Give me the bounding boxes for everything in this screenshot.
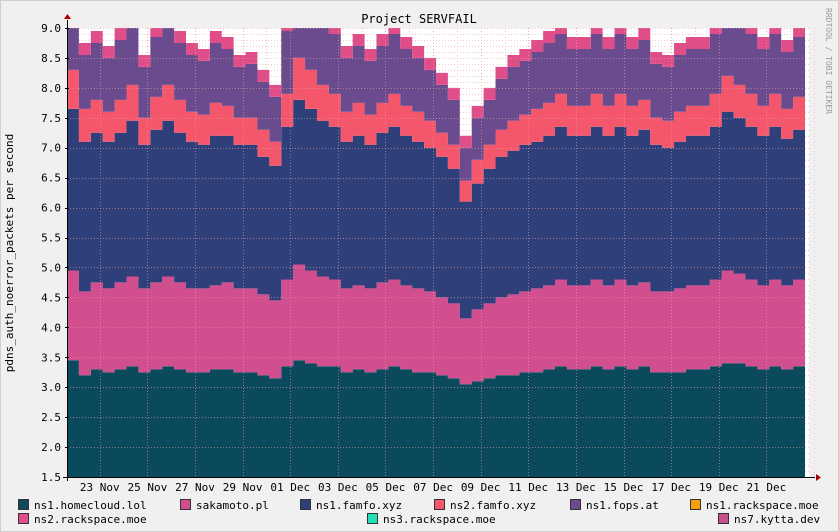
series-area-ns1-famfo-xyz <box>67 99 805 319</box>
legend-item-ns3-rackspace-moe: ns3.rackspace.moe <box>367 513 496 526</box>
y-tick-label: 2.0 <box>41 441 61 454</box>
series-area-sakamoto-pl <box>67 264 805 385</box>
x-tick-label: 23 Nov <box>80 481 120 494</box>
y-tick-label: 1.5 <box>41 471 61 484</box>
x-tick-label: 13 Dec <box>556 481 596 494</box>
x-tick-label: 01 Dec <box>270 481 310 494</box>
y-tick-label: 8.0 <box>41 82 61 95</box>
legend-swatch <box>434 499 445 510</box>
series-areas <box>67 28 805 477</box>
y-tick-label: 4.0 <box>41 321 61 334</box>
series-area-ns1-homecloud-lol <box>67 360 805 477</box>
legend-swatch <box>18 499 29 510</box>
x-tick-label: 19 Dec <box>699 481 739 494</box>
y-tick-label: 5.5 <box>41 232 61 245</box>
x-tick-label: 25 Nov <box>128 481 168 494</box>
y-tick-label: 7.5 <box>41 112 61 125</box>
legend-item-ns2-rackspace-moe: ns2.rackspace.moe <box>18 513 147 526</box>
major-grid <box>67 28 809 477</box>
y-tick-label: 4.5 <box>41 291 61 304</box>
series-area-ns1-fops-at <box>67 28 805 181</box>
x-tick-label: 21 Dec <box>747 481 787 494</box>
legend-item-sakamoto-pl: sakamoto.pl <box>180 499 269 512</box>
x-tick-label: 15 Dec <box>604 481 644 494</box>
y-axis-arrow <box>64 14 71 19</box>
y-tick-label: 5.0 <box>41 262 61 275</box>
legend-swatch <box>300 499 311 510</box>
y-tick-label: 2.5 <box>41 411 61 424</box>
legend-label: ns1.fops.at <box>586 499 659 512</box>
x-tick-label: 11 Dec <box>508 481 548 494</box>
chart-title: Project SERVFAIL <box>361 12 477 26</box>
y-tick-label: 9.0 <box>41 22 61 35</box>
legend-label: ns1.famfo.xyz <box>316 499 403 512</box>
x-tick-label: 03 Dec <box>318 481 358 494</box>
legend-item-ns1-famfo-xyz: ns1.famfo.xyz <box>300 499 402 512</box>
y-tick-label: 6.0 <box>41 202 61 215</box>
legend-swatch <box>690 499 701 510</box>
legend-label: ns1.rackspace.moe <box>706 499 819 512</box>
y-tick-label: 3.5 <box>41 351 61 364</box>
legend-swatch <box>18 513 29 524</box>
legend-item-ns1-fops-at: ns1.fops.at <box>570 499 659 512</box>
y-tick-label: 8.5 <box>41 52 61 65</box>
legend-swatch <box>367 513 378 524</box>
x-tick-label: 27 Nov <box>175 481 215 494</box>
legend-item-ns2-famfo-xyz: ns2.famfo.xyz <box>434 499 536 512</box>
legend-swatch <box>180 499 191 510</box>
x-tick-label: 09 Dec <box>461 481 501 494</box>
x-tick-label: 29 Nov <box>223 481 263 494</box>
y-axis-label: pdns_auth_noerror_packets per second <box>3 134 16 372</box>
x-tick-label: 07 Dec <box>413 481 453 494</box>
axes <box>63 14 821 481</box>
legend-swatch <box>570 499 581 510</box>
x-tick-label: 05 Dec <box>366 481 406 494</box>
legend-item-ns7-kytta-dev: ns7.kytta.dev <box>718 513 820 526</box>
legend-label: ns1.homecloud.lol <box>34 499 147 512</box>
legend-label: sakamoto.pl <box>196 499 269 512</box>
legend-swatch <box>718 513 729 524</box>
x-tick-label: 17 Dec <box>651 481 691 494</box>
legend-label: ns7.kytta.dev <box>734 513 821 526</box>
rrdtool-watermark: RRDTOOL / TOBI OETIKER <box>824 8 833 114</box>
legend-label: ns2.rackspace.moe <box>34 513 147 526</box>
y-tick-label: 6.5 <box>41 172 61 185</box>
legend-label: ns2.famfo.xyz <box>450 499 537 512</box>
y-tick-label: 3.0 <box>41 381 61 394</box>
legend-label: ns3.rackspace.moe <box>383 513 496 526</box>
tick-labels: 1.5 2.0 2.5 3.0 3.5 4.0 4.5 5.0 5.5 6.0 6.5 7.0 7.5 8… <box>41 22 786 494</box>
legend-item-ns1-rackspace-moe: ns1.rackspace.moe <box>690 499 819 512</box>
legend-item-ns1-homecloud-lol: ns1.homecloud.lol <box>18 499 147 512</box>
series-area-ns2-rackspace-moe <box>67 28 805 148</box>
x-axis-arrow <box>816 474 821 481</box>
y-tick-label: 7.0 <box>41 142 61 155</box>
